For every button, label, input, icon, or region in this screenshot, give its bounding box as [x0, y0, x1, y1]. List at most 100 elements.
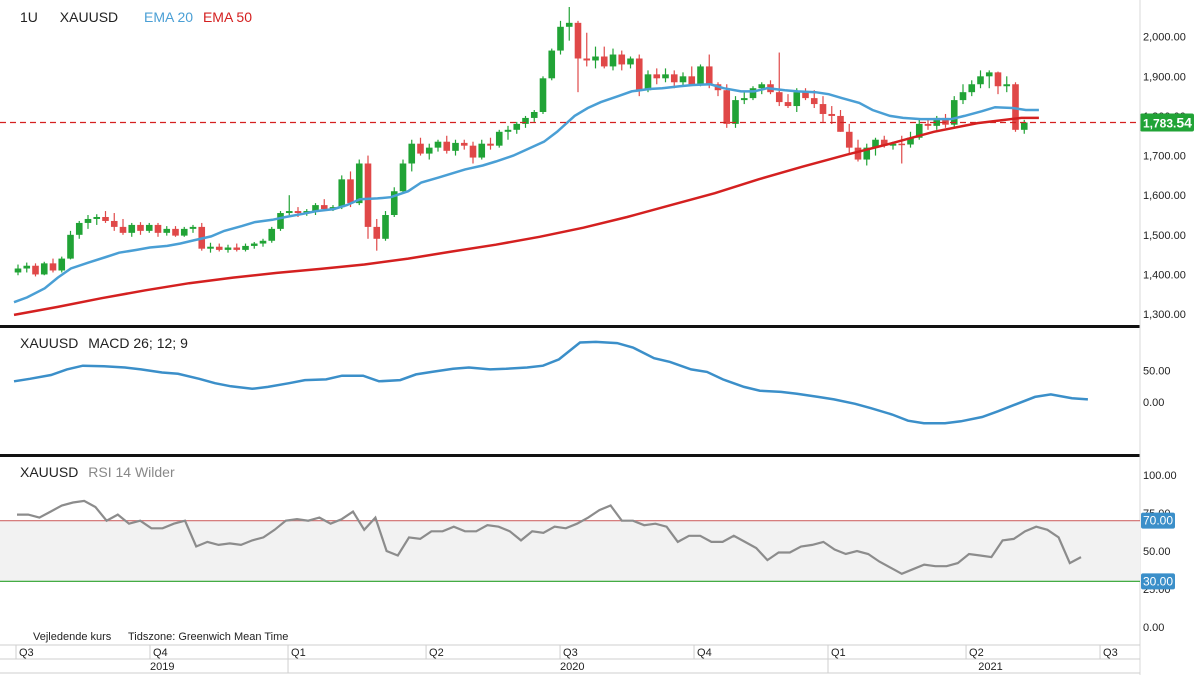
candle-up	[145, 224, 153, 231]
year-label: 2019	[150, 661, 174, 673]
rsi-lower-label: 30.00	[1143, 574, 1173, 588]
macd-y-tick: 50.00	[1143, 366, 1171, 378]
quarter-label: Q3	[1103, 647, 1118, 659]
main-y-tick: 1,300.00	[1143, 309, 1186, 321]
candle-up	[609, 54, 617, 67]
legend-ema50[interactable]: EMA 50	[203, 9, 252, 25]
candle-up	[679, 76, 687, 83]
candle-down	[417, 143, 424, 154]
candle-down	[32, 265, 39, 275]
candle-down	[102, 216, 109, 221]
main-y-tick: 1,900.00	[1143, 71, 1186, 83]
candle-down	[653, 74, 661, 79]
candle-up	[863, 147, 871, 160]
candle-up	[75, 222, 83, 235]
candle-down	[880, 139, 888, 146]
interval-label[interactable]: 1U	[20, 9, 38, 25]
candle-up	[933, 117, 941, 126]
candle-down	[172, 228, 179, 236]
macd-panel: XAUUSD MACD 26; 12; 9 50.00 0.00	[13, 335, 1171, 425]
candle-down	[819, 104, 827, 114]
candle-up	[268, 228, 276, 241]
candle-up	[539, 78, 547, 112]
candle-up	[67, 234, 74, 259]
candle-up	[889, 143, 897, 146]
main-panel: 2,000.001,900.001,800.001,700.001,600.00…	[0, 6, 1194, 321]
rsi-symbol: XAUUSD	[20, 464, 78, 480]
candle-up	[907, 137, 914, 145]
candle-up	[915, 123, 923, 138]
main-y-tick: 2,000.00	[1143, 32, 1186, 44]
symbol-label[interactable]: XAUUSD	[60, 9, 118, 25]
main-y-tick: 1,400.00	[1143, 269, 1186, 281]
candle-up	[312, 205, 319, 212]
candle-up	[338, 179, 346, 208]
rsi-band	[0, 520, 1140, 582]
legend-ema20[interactable]: EMA 20	[144, 9, 193, 25]
quarter-label: Q2	[429, 647, 444, 659]
panel-divider[interactable]	[0, 325, 1140, 328]
candle-up	[478, 143, 486, 158]
rsi-y-tick: 100.00	[1143, 470, 1177, 482]
candle-down	[154, 224, 162, 233]
main-y-axis: 2,000.001,900.001,800.001,700.001,600.00…	[1143, 32, 1186, 321]
ema20-line	[13, 83, 1039, 304]
macd-symbol: XAUUSD	[20, 335, 78, 351]
candle-up	[434, 141, 442, 148]
candle-down	[487, 143, 494, 146]
candle-up	[548, 50, 556, 79]
candle-up	[592, 56, 599, 61]
candle-up	[740, 98, 748, 101]
main-y-tick: 1,700.00	[1143, 151, 1186, 163]
candle-up	[504, 129, 512, 132]
candle-down	[723, 90, 731, 124]
candle-up	[793, 92, 801, 107]
panel-divider[interactable]	[0, 454, 1140, 457]
candle-down	[347, 179, 354, 204]
candle-up	[277, 213, 284, 229]
quarter-label: Q1	[291, 647, 306, 659]
candle-down	[294, 211, 302, 214]
candle-up	[495, 131, 503, 146]
rsi-y-tick: 0.00	[1143, 622, 1164, 634]
year-label: 2021	[978, 661, 1002, 673]
candle-down	[635, 58, 643, 91]
candle-down	[215, 246, 223, 250]
candle-up	[382, 215, 389, 239]
candle-up	[513, 123, 521, 130]
main-y-tick: 1,600.00	[1143, 190, 1186, 202]
candle-up	[758, 84, 766, 89]
candle-up	[163, 228, 171, 233]
candle-up	[977, 76, 984, 85]
candle-down	[49, 263, 57, 271]
candle-down	[443, 141, 451, 151]
candle-down	[574, 22, 582, 59]
candle-down	[373, 226, 381, 239]
candle-up	[732, 100, 739, 124]
candle-up	[390, 191, 398, 216]
candle-down	[845, 131, 853, 148]
candle-up	[14, 268, 22, 273]
candle-down	[837, 115, 844, 132]
candle-up	[968, 84, 976, 93]
candle-down	[1012, 84, 1019, 130]
candle-down	[994, 72, 1002, 87]
rsi-label[interactable]: RSI 14 Wilder	[88, 464, 175, 480]
candle-up	[662, 74, 669, 79]
candle-up	[259, 240, 267, 244]
current-price-badge: 1,783.54	[1140, 113, 1194, 132]
candle-down	[898, 143, 906, 146]
candle-up	[180, 228, 188, 236]
candle-up	[644, 74, 652, 91]
candle-down	[784, 102, 792, 107]
macd-y-tick: 0.00	[1143, 397, 1164, 409]
svg-text:1U XAUUSD EMA 20: 1U XAUUSD EMA 20 EMA 50	[20, 9, 252, 25]
quarter-label: Q4	[153, 647, 168, 659]
macd-label[interactable]: MACD 26; 12; 9	[88, 335, 188, 351]
quarter-label: Q2	[969, 647, 984, 659]
candle-up	[452, 142, 459, 151]
candle-down	[810, 98, 818, 105]
candle-up	[355, 163, 363, 204]
